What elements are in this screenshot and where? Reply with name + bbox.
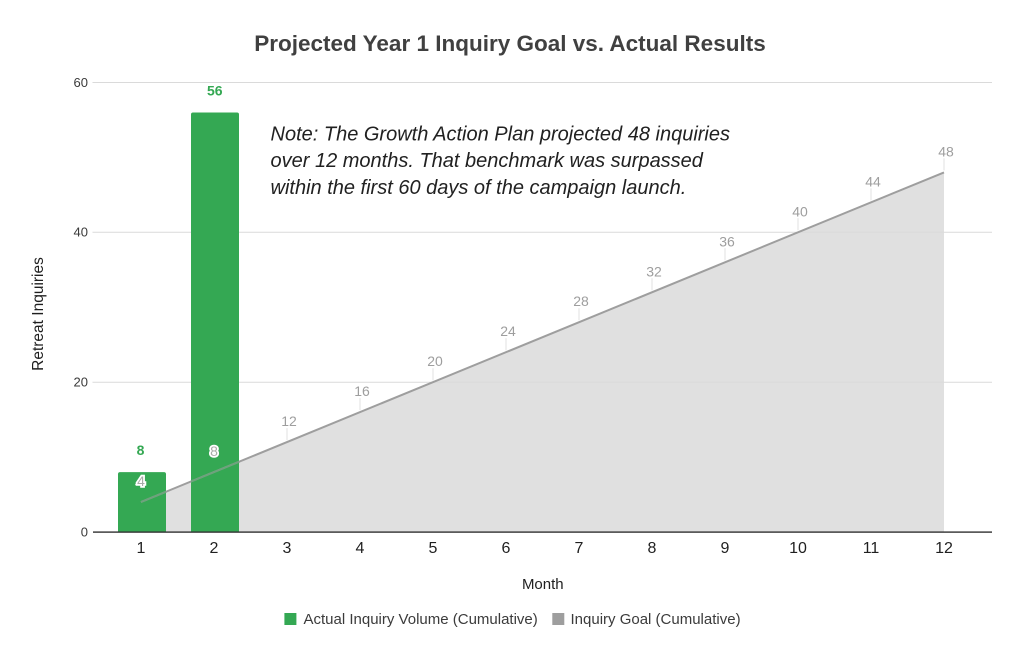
svg-text:Inquiry Goal (Cumulative): Inquiry Goal (Cumulative) (571, 611, 741, 628)
svg-text:8: 8 (210, 443, 218, 459)
svg-text:44: 44 (865, 173, 881, 189)
svg-text:9: 9 (721, 540, 730, 557)
svg-text:6: 6 (502, 540, 511, 557)
svg-text:4: 4 (356, 540, 365, 557)
svg-text:28: 28 (573, 293, 589, 309)
svg-text:20: 20 (74, 375, 88, 390)
svg-text:over 12 months. That benchmark: over 12 months. That benchmark was surpa… (271, 150, 704, 172)
svg-text:12: 12 (935, 540, 953, 557)
svg-text:16: 16 (354, 383, 370, 399)
svg-text:Month: Month (522, 576, 564, 593)
svg-text:Note: The Growth Action Plan p: Note: The Growth Action Plan projected 4… (271, 124, 731, 146)
svg-text:4: 4 (137, 473, 145, 489)
svg-text:Projected Year 1 Inquiry Goal: Projected Year 1 Inquiry Goal vs. Actual… (254, 31, 765, 56)
svg-text:0: 0 (81, 524, 88, 539)
svg-text:Retreat Inquiries: Retreat Inquiries (30, 257, 47, 371)
svg-text:40: 40 (792, 203, 808, 219)
svg-text:10: 10 (789, 540, 807, 557)
svg-text:7: 7 (575, 540, 584, 557)
svg-text:11: 11 (863, 540, 880, 557)
svg-text:Actual Inquiry Volume (Cumulat: Actual Inquiry Volume (Cumulative) (304, 611, 538, 628)
svg-text:24: 24 (500, 323, 516, 339)
svg-text:12: 12 (281, 413, 297, 429)
svg-text:20: 20 (427, 353, 443, 369)
svg-text:8: 8 (137, 442, 145, 458)
svg-text:5: 5 (429, 540, 438, 557)
svg-text:32: 32 (646, 263, 662, 279)
svg-text:48: 48 (938, 143, 954, 159)
svg-text:40: 40 (74, 225, 88, 240)
svg-text:within the first 60 days of th: within the first 60 days of the campaign… (271, 177, 687, 199)
svg-text:56: 56 (207, 82, 223, 98)
svg-text:2: 2 (210, 540, 219, 557)
svg-text:1: 1 (137, 540, 146, 557)
svg-text:60: 60 (74, 75, 88, 90)
svg-text:8: 8 (648, 540, 657, 557)
svg-text:3: 3 (283, 540, 292, 557)
svg-text:36: 36 (719, 233, 735, 249)
